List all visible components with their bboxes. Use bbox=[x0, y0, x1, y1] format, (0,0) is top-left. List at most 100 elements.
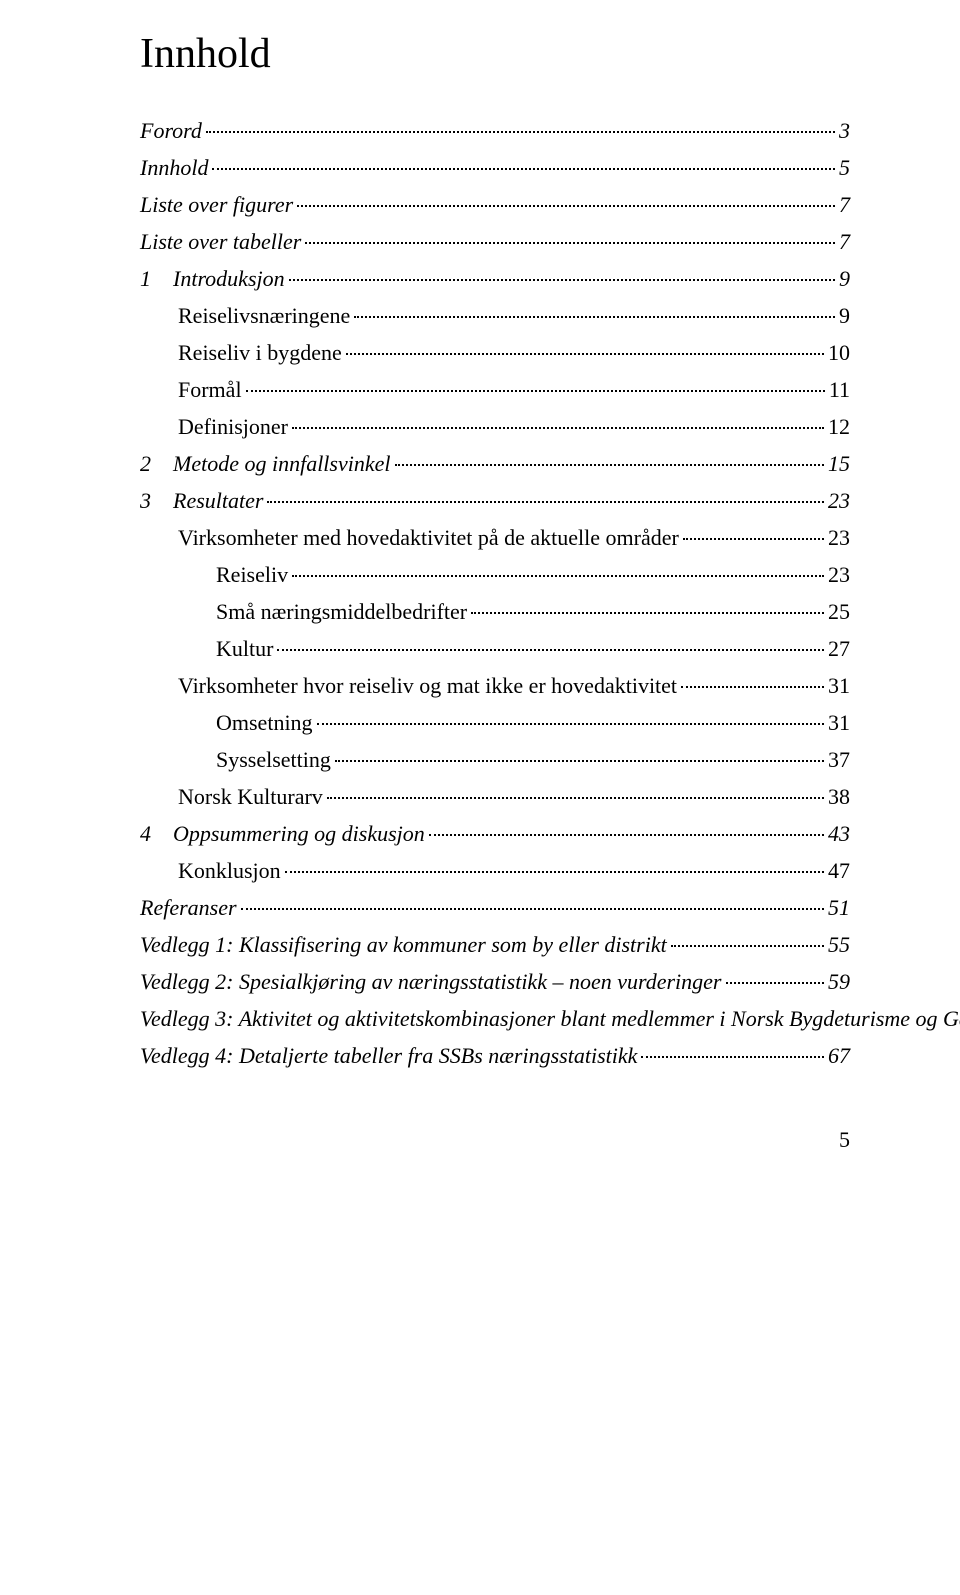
toc-leader bbox=[429, 834, 824, 836]
toc-label: Liste over figurer bbox=[140, 194, 293, 216]
toc-entry: Virksomheter med hovedaktivitet på de ak… bbox=[140, 527, 850, 549]
toc-entry: Konklusjon 47 bbox=[140, 860, 850, 882]
toc-label: Reiselivsnæringene bbox=[178, 305, 350, 327]
toc-page: 9 bbox=[839, 268, 850, 290]
toc-entry: Liste over tabeller 7 bbox=[140, 231, 850, 253]
toc-entry: Norsk Kulturarv 38 bbox=[140, 786, 850, 808]
toc-label: Vedlegg 4: Detaljerte tabeller fra SSBs … bbox=[140, 1045, 637, 1067]
toc-leader bbox=[292, 575, 824, 577]
toc-label: 1 Introduksjon bbox=[140, 268, 285, 290]
toc-entry: Små næringsmiddelbedrifter 25 bbox=[140, 601, 850, 623]
toc-leader bbox=[683, 538, 824, 540]
toc-leader bbox=[305, 242, 835, 244]
toc-label: Virksomheter med hovedaktivitet på de ak… bbox=[178, 527, 679, 549]
toc-leader bbox=[285, 871, 824, 873]
toc-leader bbox=[212, 168, 835, 170]
toc-leader bbox=[289, 279, 835, 281]
toc-entry: 3 Resultater 23 bbox=[140, 490, 850, 512]
toc-leader bbox=[241, 908, 824, 910]
toc-leader bbox=[395, 464, 825, 466]
toc-label: Reiseliv i bygdene bbox=[178, 342, 342, 364]
toc-label: Små næringsmiddelbedrifter bbox=[216, 601, 467, 623]
toc-page: 38 bbox=[828, 786, 850, 808]
toc-leader bbox=[292, 427, 824, 429]
toc-label: Liste over tabeller bbox=[140, 231, 301, 253]
toc-label: Forord bbox=[140, 120, 202, 142]
toc-label: 4 Oppsummering og diskusjon bbox=[140, 823, 425, 845]
toc-leader bbox=[267, 501, 824, 503]
toc-page: 67 bbox=[828, 1045, 850, 1067]
toc-page: 10 bbox=[828, 342, 850, 364]
toc-page: 37 bbox=[828, 749, 850, 771]
toc-leader bbox=[346, 353, 824, 355]
toc-page: 9 bbox=[839, 305, 850, 327]
toc-label: Kultur bbox=[216, 638, 273, 660]
toc-page: 55 bbox=[828, 934, 850, 956]
toc-entry: Omsetning 31 bbox=[140, 712, 850, 734]
toc-entry: Definisjoner 12 bbox=[140, 416, 850, 438]
toc-entry: Vedlegg 4: Detaljerte tabeller fra SSBs … bbox=[140, 1045, 850, 1067]
toc-leader bbox=[246, 390, 825, 392]
toc-entry: Liste over figurer 7 bbox=[140, 194, 850, 216]
toc-page: 5 bbox=[839, 157, 850, 179]
toc-leader bbox=[327, 797, 824, 799]
toc-entry: Reiselivsnæringene 9 bbox=[140, 305, 850, 327]
toc-page: 59 bbox=[828, 971, 850, 993]
toc-page: 12 bbox=[828, 416, 850, 438]
toc-entry: Forord 3 bbox=[140, 120, 850, 142]
toc-page: 15 bbox=[828, 453, 850, 475]
toc-entry: 1 Introduksjon 9 bbox=[140, 268, 850, 290]
toc-leader bbox=[277, 649, 824, 651]
toc-page: 7 bbox=[839, 231, 850, 253]
toc-entry: Virksomheter hvor reiseliv og mat ikke e… bbox=[140, 675, 850, 697]
toc-entry: Referanser 51 bbox=[140, 897, 850, 919]
toc-page: 47 bbox=[828, 860, 850, 882]
toc-leader bbox=[726, 982, 825, 984]
toc-label: 3 Resultater bbox=[140, 490, 263, 512]
toc-entry: Vedlegg 2: Spesialkjøring av næringsstat… bbox=[140, 971, 850, 993]
toc-leader bbox=[354, 316, 835, 318]
toc-label: 2 Metode og innfallsvinkel bbox=[140, 453, 391, 475]
toc-label: Innhold bbox=[140, 157, 208, 179]
toc-label: Sysselsetting bbox=[216, 749, 331, 771]
toc-page: 31 bbox=[828, 712, 850, 734]
toc-entry: Innhold 5 bbox=[140, 157, 850, 179]
toc-leader bbox=[297, 205, 835, 207]
toc-page: 23 bbox=[828, 527, 850, 549]
toc-label: Vedlegg 3: Aktivitet og aktivitetskombin… bbox=[140, 1008, 960, 1030]
toc-leader bbox=[671, 945, 824, 947]
table-of-contents: Forord 3 Innhold 5 Liste over figurer 7 … bbox=[140, 120, 850, 1067]
toc-label: Norsk Kulturarv bbox=[178, 786, 323, 808]
toc-page: 23 bbox=[828, 564, 850, 586]
toc-label: Vedlegg 2: Spesialkjøring av næringsstat… bbox=[140, 971, 722, 993]
toc-leader bbox=[335, 760, 824, 762]
toc-entry: Formål 11 bbox=[140, 379, 850, 401]
toc-page: 27 bbox=[828, 638, 850, 660]
toc-page: 51 bbox=[828, 897, 850, 919]
toc-entry: Kultur 27 bbox=[140, 638, 850, 660]
toc-page: 43 bbox=[828, 823, 850, 845]
toc-leader bbox=[317, 723, 824, 725]
toc-label: Virksomheter hvor reiseliv og mat ikke e… bbox=[178, 675, 677, 697]
toc-leader bbox=[641, 1056, 824, 1058]
page-title: Innhold bbox=[140, 30, 850, 78]
toc-page: 3 bbox=[839, 120, 850, 142]
toc-label: Formål bbox=[178, 379, 242, 401]
toc-label: Konklusjon bbox=[178, 860, 281, 882]
toc-page: 25 bbox=[828, 601, 850, 623]
toc-leader bbox=[206, 131, 835, 133]
toc-entry: 2 Metode og innfallsvinkel 15 bbox=[140, 453, 850, 475]
toc-entry: Reiseliv i bygdene 10 bbox=[140, 342, 850, 364]
toc-page: 7 bbox=[839, 194, 850, 216]
page-container: Innhold Forord 3 Innhold 5 Liste over fi… bbox=[0, 0, 960, 1183]
toc-leader bbox=[681, 686, 824, 688]
toc-label: Definisjoner bbox=[178, 416, 288, 438]
toc-entry: 4 Oppsummering og diskusjon 43 bbox=[140, 823, 850, 845]
toc-page: 23 bbox=[828, 490, 850, 512]
toc-label: Vedlegg 1: Klassifisering av kommuner so… bbox=[140, 934, 667, 956]
toc-label: Reiseliv bbox=[216, 564, 288, 586]
toc-leader bbox=[471, 612, 824, 614]
toc-page: 11 bbox=[829, 379, 850, 401]
toc-entry: Sysselsetting 37 bbox=[140, 749, 850, 771]
toc-entry: Vedlegg 1: Klassifisering av kommuner so… bbox=[140, 934, 850, 956]
